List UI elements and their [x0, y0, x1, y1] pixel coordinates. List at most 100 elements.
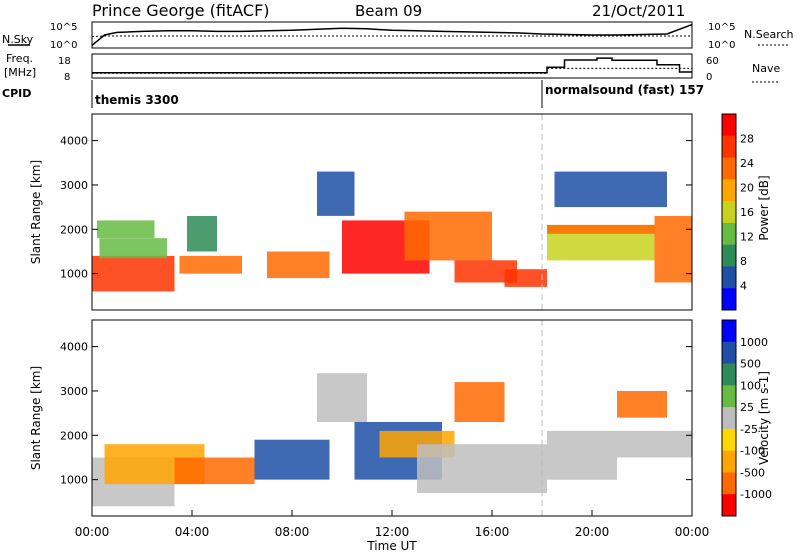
colorbar-swatch: [722, 341, 736, 365]
power-colorbar-label: Power [dB]: [757, 175, 771, 240]
x-tick-label: 08:00: [275, 525, 310, 539]
colorbar-tick-label: 1000: [740, 336, 768, 349]
frequency-panel: 18 8 60 0: [58, 53, 719, 83]
colorbar-tick-label: -25: [740, 423, 758, 436]
station-title: Prince George (fitACF): [92, 1, 270, 20]
x-tick-label: 04:00: [175, 525, 210, 539]
cpid-segment-label: themis 3300: [95, 93, 179, 107]
velocity-data-cells: [92, 373, 692, 507]
power-panel: 1000 2000 3000 4000 Slant Range [km] 28 24 20…: [29, 113, 771, 311]
colorbar-swatch: [722, 244, 736, 267]
y-tick-label: 2000: [60, 429, 88, 442]
data-cell: [454, 260, 517, 283]
colorbar-tick-label: -1000: [740, 488, 772, 501]
data-cell: [267, 251, 330, 279]
colorbar-tick-label: 100: [740, 379, 761, 392]
velocity-colorbar: 1000 500 100 25 -25 -100 -500 -1000: [721, 319, 772, 517]
data-cell: [547, 457, 617, 480]
data-cell: [504, 269, 547, 287]
velocity-y-axis-label: Slant Range [km]: [29, 366, 43, 470]
colorbar-swatch: [722, 320, 736, 343]
colorbar-swatch: [722, 135, 736, 159]
colorbar-swatch: [722, 114, 736, 137]
y-tick-label: 3000: [60, 385, 88, 398]
colorbar-tick-label: 25: [740, 401, 754, 414]
x-tick-label: 20:00: [575, 525, 610, 539]
power-frame: [91, 113, 693, 311]
colorbar-swatch: [722, 201, 736, 224]
data-cell: [617, 391, 667, 418]
freq-tick-bottom: 8: [64, 72, 70, 83]
velocity-background: [92, 320, 692, 516]
colorbar-tick-label: 16: [740, 206, 754, 219]
freq-tick-top: 18: [58, 56, 71, 67]
data-cell: [99, 238, 167, 259]
cpid-label: CPID: [2, 87, 31, 100]
y-tick-label: 4000: [60, 341, 88, 354]
data-cell: [547, 430, 692, 458]
nsearch-label: N.Search: [744, 28, 794, 41]
colorbar-tick-label: 500: [740, 358, 761, 371]
data-cell: [254, 439, 330, 480]
velocity-y-ticks: 1000 2000 3000 4000: [60, 341, 692, 487]
power-y-ticks: 1000 2000 3000 4000: [60, 135, 692, 281]
data-cell: [174, 457, 255, 485]
power-data-cells: [92, 171, 692, 292]
colorbar-tick-label: 24: [740, 157, 754, 170]
colorbar-swatch: [722, 222, 736, 246]
x-tick-label: 00:00: [75, 525, 110, 539]
nave-label: Nave: [752, 62, 780, 75]
cpid-segment-label: normalsound (fast) 157: [545, 83, 704, 97]
freq-unit-label: [MHz]: [4, 66, 36, 79]
colorbar-swatch: [722, 472, 736, 495]
search-tick-bottom: 10^0: [708, 40, 735, 51]
data-cell: [417, 444, 547, 493]
time-axis-label: Time UT: [366, 539, 417, 553]
sky-tick-bottom: 10^0: [50, 40, 77, 51]
colorbar-swatch: [722, 288, 736, 311]
sky-noise-frame: [91, 21, 693, 49]
y-tick-label: 4000: [60, 135, 88, 148]
freq-label: Freq.: [6, 52, 33, 65]
beam-label: Beam 09: [355, 2, 422, 20]
data-cell: [404, 211, 492, 261]
colorbar-swatch: [722, 363, 736, 386]
time-x-ticks: 00:00 04:00 08:00 12:00 16:00 20:00 00:00: [75, 510, 709, 539]
data-cell: [317, 171, 355, 216]
data-cell: [554, 171, 667, 208]
power-colorbar: 28 24 20 16 12 8 4: [721, 113, 754, 311]
colorbar-tick-label: 4: [740, 280, 747, 293]
colorbar-swatch: [722, 494, 736, 517]
y-tick-label: 1000: [60, 474, 88, 487]
sky-tick-top: 10^5: [50, 22, 77, 33]
y-tick-label: 1000: [60, 268, 88, 281]
data-cell: [92, 255, 175, 292]
nave-line: [92, 67, 692, 74]
date-label: 21/Oct/2011: [592, 2, 685, 20]
data-cell: [187, 216, 217, 252]
frequency-line: [92, 57, 692, 74]
nave-tick-top: 60: [706, 56, 719, 67]
sky-noise-panel: 10^5 10^0 10^5 10^0: [50, 21, 735, 51]
y-tick-label: 2000: [60, 223, 88, 236]
nsky-label: N.Sky: [2, 33, 34, 46]
data-cell: [547, 224, 655, 234]
nave-tick-bottom: 0: [706, 72, 712, 83]
colorbar-swatch: [722, 179, 736, 202]
data-cell: [454, 382, 505, 422]
x-tick-label: 12:00: [375, 525, 410, 539]
sky-noise-line: [91, 23, 693, 46]
colorbar-tick-label: -100: [740, 445, 765, 458]
colorbar-tick-label: 28: [740, 133, 754, 146]
search-noise-line: [91, 35, 692, 38]
y-tick-label: 3000: [60, 179, 88, 192]
data-cell: [317, 373, 367, 422]
data-cell: [179, 255, 242, 274]
colorbar-swatch: [722, 157, 736, 180]
power-background: [92, 114, 692, 310]
colorbar-swatch: [722, 450, 736, 473]
data-cell: [97, 220, 155, 239]
velocity-colorbar-label: Velocity [m s-1]: [757, 371, 771, 465]
cpid-panel: themis 3300 normalsound (fast) 157: [91, 80, 704, 108]
